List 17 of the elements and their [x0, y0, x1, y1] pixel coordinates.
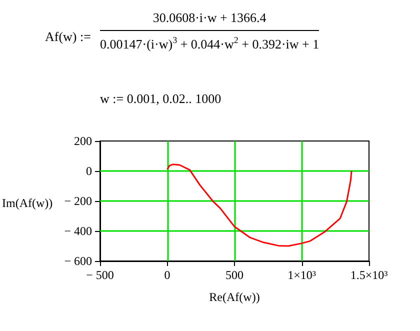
y-tick-label: − 600 — [64, 254, 92, 268]
y-tick-label: 200 — [74, 134, 92, 148]
text: Af(w) := — [45, 29, 91, 45]
y-axis-title: Im(Af(w)) — [2, 196, 53, 211]
text: w := 0.001, 0.02.. 1000 — [100, 91, 222, 107]
x-axis-title: Re(Af(w)) — [209, 290, 260, 304]
text: 0.00147·(i·w)$^{3}$ + 0.044·w$^{2}$ + 0.392·iw + 1 — [100, 34, 320, 52]
x-tick-label: 0 — [164, 268, 170, 282]
x-tick-label: 500 — [226, 268, 244, 282]
line-series — [166, 164, 352, 247]
text: 30.0608·i·w + 1366.4 — [100, 10, 320, 31]
y-tick-label: − 200 — [64, 194, 92, 208]
y-tick-label: 0 — [86, 164, 92, 178]
x-tick-label: − 500 — [86, 268, 114, 282]
x-tick-label: 1.5×10³ — [350, 268, 388, 282]
y-tick-label: − 400 — [64, 224, 92, 238]
x-tick-label: 1×10³ — [288, 268, 316, 282]
